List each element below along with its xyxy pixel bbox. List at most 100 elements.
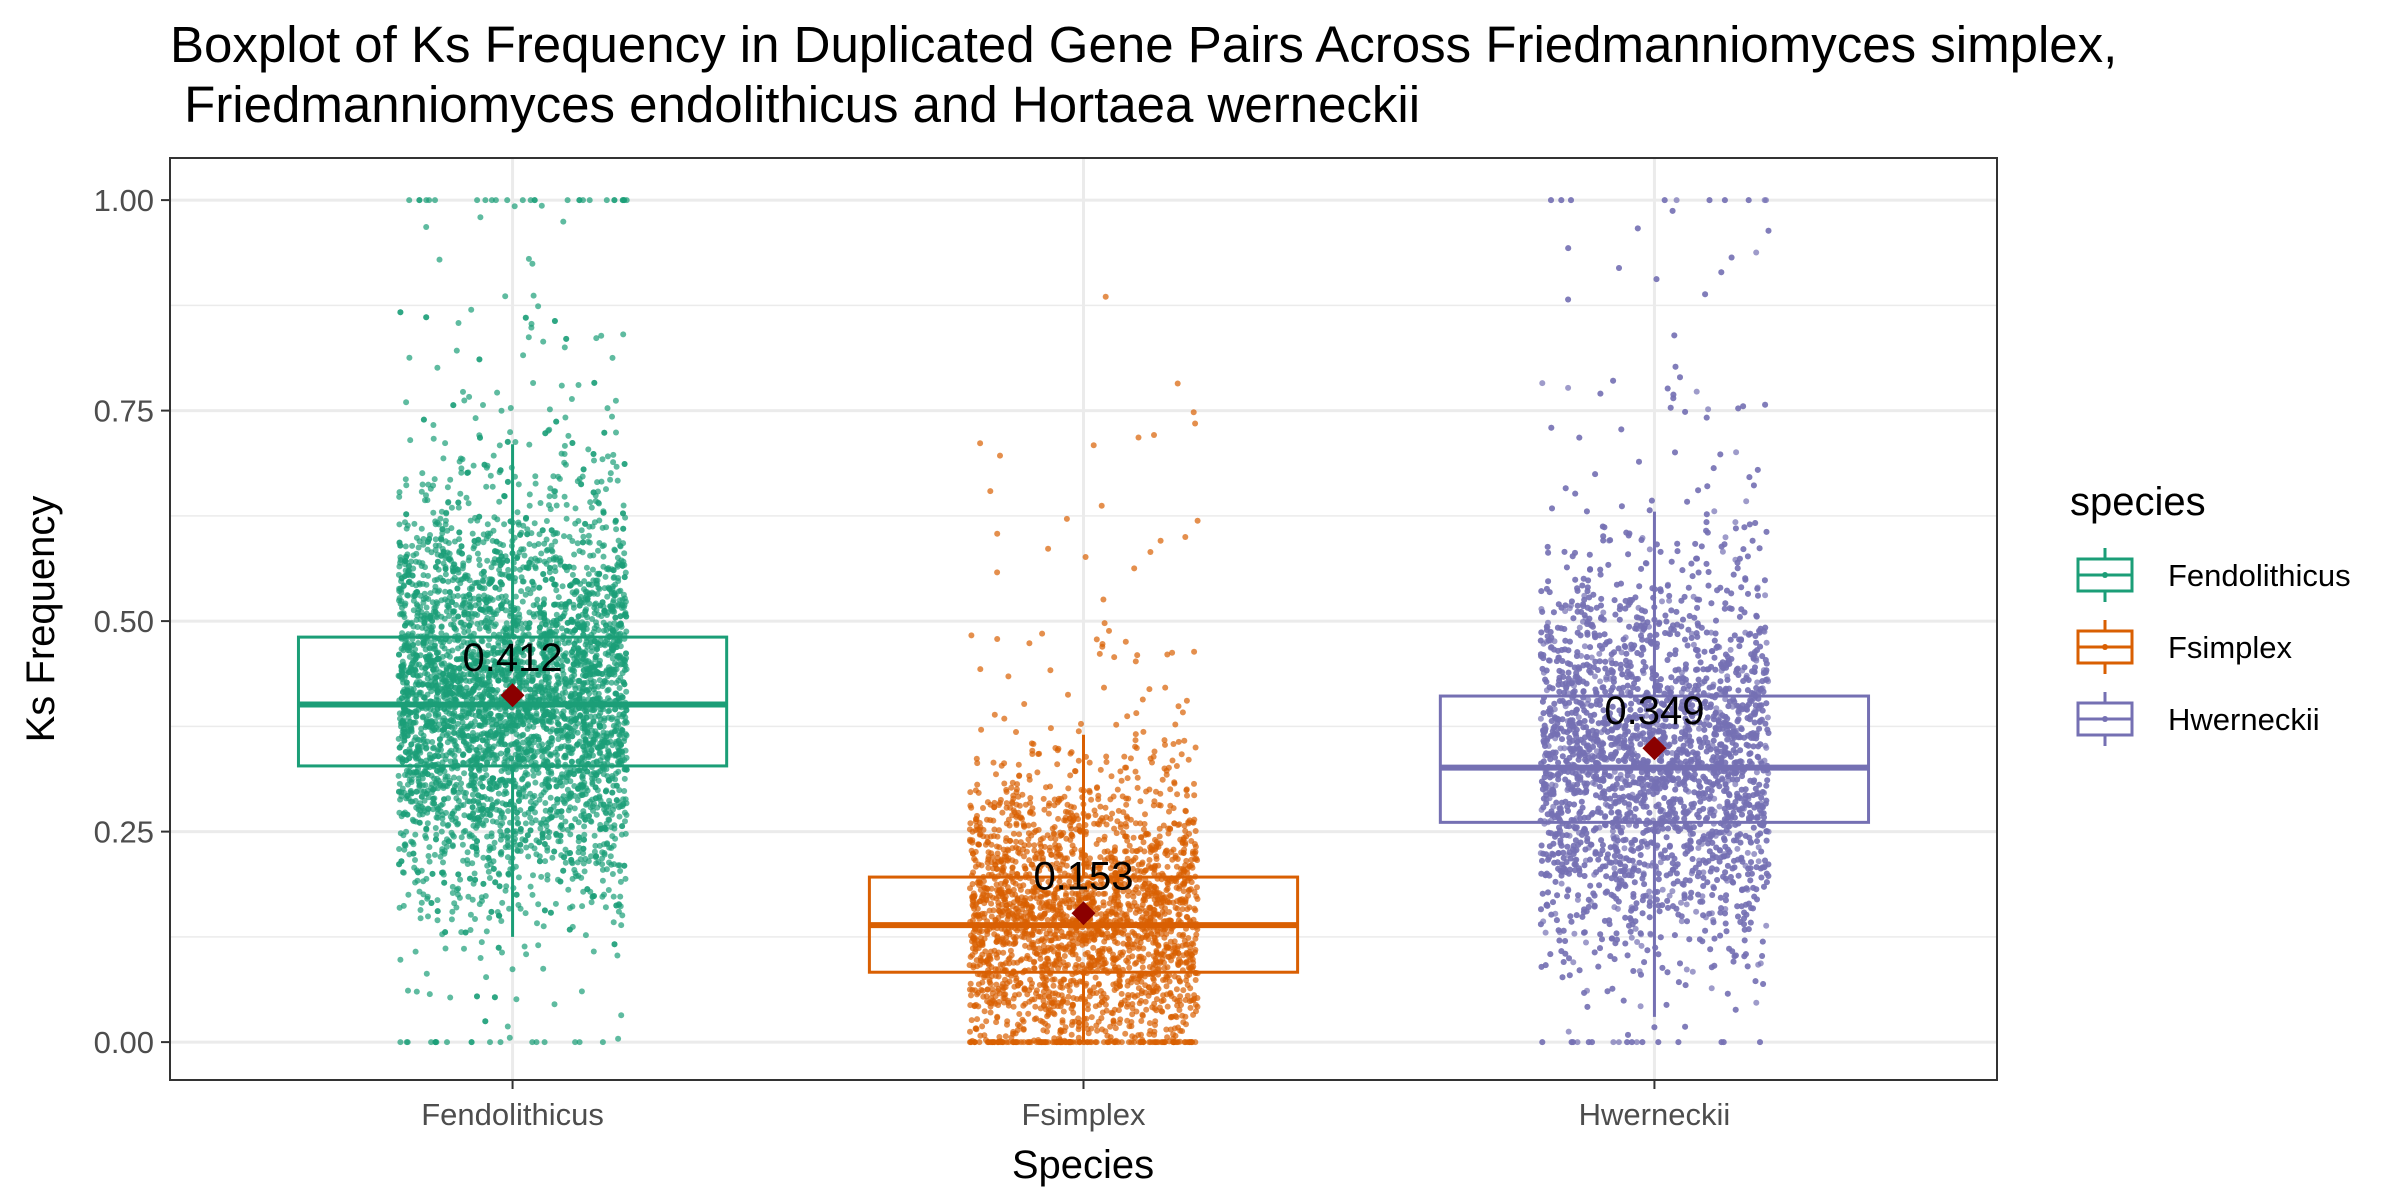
data-point — [555, 736, 562, 743]
data-point — [612, 614, 619, 621]
data-point — [619, 562, 626, 569]
data-point — [423, 492, 429, 499]
data-point — [432, 583, 439, 590]
data-point — [538, 202, 545, 209]
data-point — [607, 603, 614, 610]
data-point — [572, 505, 579, 512]
data-point — [547, 909, 554, 916]
data-point — [456, 529, 463, 536]
data-point — [504, 747, 511, 754]
data-point — [613, 782, 620, 789]
data-point — [443, 665, 450, 671]
data-point — [569, 440, 576, 446]
data-point — [1001, 715, 1008, 722]
data-point — [524, 586, 531, 593]
data-point — [448, 504, 455, 511]
data-point — [498, 723, 505, 730]
data-point — [428, 549, 435, 556]
data-point — [434, 687, 441, 694]
data-point — [502, 788, 509, 795]
data-point — [524, 782, 531, 789]
data-point — [435, 655, 442, 662]
data-point — [576, 637, 583, 644]
data-point — [465, 610, 472, 617]
data-point — [606, 797, 613, 804]
data-point — [568, 758, 575, 765]
data-point — [551, 848, 558, 855]
data-point — [600, 553, 607, 560]
data-point — [576, 596, 583, 603]
data-point — [415, 775, 422, 782]
data-point — [571, 551, 578, 558]
data-point — [453, 656, 460, 663]
data-point — [607, 476, 614, 483]
data-point — [598, 478, 605, 485]
data-point — [466, 591, 473, 598]
data-point — [578, 988, 585, 995]
data-point — [396, 651, 402, 658]
data-point — [436, 256, 443, 263]
data-point — [614, 952, 621, 959]
data-point — [567, 679, 574, 685]
data-point — [620, 656, 627, 663]
data-point — [545, 744, 551, 751]
data-point — [424, 675, 431, 682]
data-point — [601, 607, 608, 614]
data-point — [588, 818, 595, 825]
data-point — [526, 441, 533, 448]
data-point — [481, 714, 488, 721]
data-point — [579, 903, 586, 910]
data-point — [610, 567, 617, 574]
data-point — [446, 613, 453, 619]
data-point — [619, 602, 625, 608]
data-point — [619, 197, 626, 204]
data-point — [566, 563, 573, 570]
data-point — [549, 854, 556, 861]
data-point — [977, 440, 984, 447]
data-point — [613, 463, 620, 470]
data-point — [617, 878, 624, 885]
data-point — [1102, 804, 1109, 811]
data-point — [581, 823, 588, 830]
data-point — [473, 845, 480, 852]
data-point — [561, 442, 568, 449]
data-point — [526, 502, 533, 509]
data-point — [501, 493, 508, 500]
data-point — [417, 907, 424, 913]
data-point — [427, 658, 433, 665]
data-point — [591, 457, 597, 464]
data-point — [417, 689, 424, 696]
data-point — [396, 904, 403, 911]
data-point — [456, 536, 463, 543]
data-point — [567, 850, 573, 856]
data-point — [604, 453, 611, 460]
data-point — [505, 566, 512, 573]
data-point — [565, 886, 572, 893]
data-point — [462, 929, 469, 936]
data-point — [438, 624, 445, 631]
data-point — [558, 822, 565, 829]
data-point — [542, 800, 549, 806]
data-point — [1187, 1004, 1194, 1011]
data-point — [396, 493, 403, 500]
data-point — [593, 853, 600, 860]
chart-title-line-2: Friedmanniomyces endolithicus and Hortae… — [170, 76, 1420, 133]
data-point — [440, 670, 447, 677]
data-point — [523, 564, 530, 571]
data-point — [404, 811, 411, 818]
data-point — [536, 858, 543, 865]
data-point — [465, 710, 472, 717]
data-point — [396, 489, 403, 496]
data-point — [547, 565, 553, 571]
data-point — [587, 552, 594, 559]
data-point — [617, 893, 624, 900]
data-point — [489, 775, 496, 782]
data-point — [584, 595, 591, 602]
data-point — [483, 928, 490, 935]
data-point — [588, 747, 595, 754]
data-point — [620, 510, 626, 517]
data-point — [402, 749, 409, 755]
data-point — [407, 437, 414, 444]
data-point — [1101, 684, 1107, 691]
data-point — [477, 606, 484, 613]
